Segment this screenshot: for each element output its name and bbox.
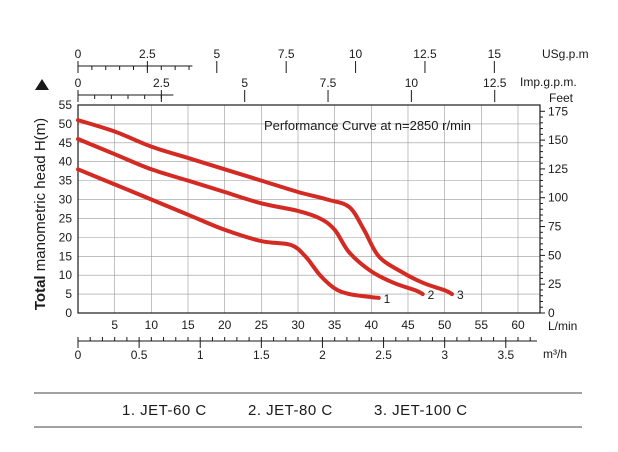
x-tick-label: 55 bbox=[475, 318, 489, 332]
x-tick-label: 5 bbox=[111, 318, 118, 332]
ticks: 5 10 15 20 25 30 35 40 45 50 55 6005101520253035404… bbox=[59, 47, 589, 362]
secondary-tick-label: 0 bbox=[75, 76, 82, 90]
x-axis-label: L/min bbox=[548, 319, 577, 333]
chart-title: Performance Curve at n=2850 r/min bbox=[264, 118, 471, 133]
secondary-tick-label: 1 bbox=[197, 348, 204, 362]
curve-label-1: 1 bbox=[384, 292, 391, 306]
secondary-tick-label: 2.5 bbox=[375, 348, 392, 362]
secondary-tick-label: 5 bbox=[241, 76, 248, 90]
x-tick-label: 20 bbox=[218, 318, 232, 332]
y2-axis-label: Feet bbox=[549, 91, 574, 105]
y-tick-label: 30 bbox=[59, 193, 73, 207]
secondary-tick-label: 0.5 bbox=[131, 348, 148, 362]
y2-tick-label: 0 bbox=[548, 306, 555, 320]
secondary-axis-label: USg.p.m bbox=[542, 47, 589, 61]
y-tick-label: 50 bbox=[59, 117, 73, 131]
secondary-tick-label: 2.5 bbox=[153, 76, 170, 90]
curve-label-3: 3 bbox=[457, 288, 464, 302]
secondary-axis-label: m³/h bbox=[543, 347, 567, 361]
secondary-tick-label: 5 bbox=[213, 47, 220, 61]
y2-tick-label: 25 bbox=[548, 277, 562, 291]
curve-label-2: 2 bbox=[428, 288, 435, 302]
secondary-tick-label: 2.5 bbox=[139, 47, 156, 61]
y-tick-label: 20 bbox=[59, 230, 73, 244]
y-tick-label: 25 bbox=[59, 211, 73, 225]
secondary-tick-label: 10 bbox=[349, 47, 363, 61]
x-tick-label: 60 bbox=[511, 318, 525, 332]
secondary-tick-label: 7.5 bbox=[278, 47, 295, 61]
secondary-tick-label: 1.5 bbox=[253, 348, 270, 362]
x-tick-label: 15 bbox=[181, 318, 195, 332]
y-axis-label-rest: manometric head H(m) bbox=[32, 118, 49, 276]
x-tick-label: 30 bbox=[291, 318, 305, 332]
legend-item-jet-80: 2. JET-80 C bbox=[248, 402, 333, 419]
y-tick-label: 15 bbox=[59, 249, 73, 263]
y-axis-arrow-icon bbox=[35, 79, 49, 90]
secondary-tick-label: 7.5 bbox=[320, 76, 337, 90]
y-tick-label: 10 bbox=[59, 268, 73, 282]
x-tick-label: 50 bbox=[438, 318, 452, 332]
secondary-tick-label: 12.5 bbox=[413, 47, 437, 61]
y-tick-label: 35 bbox=[59, 174, 73, 188]
legend-item-jet-60: 1. JET-60 C bbox=[122, 402, 207, 419]
y-axis-label-bold: Total bbox=[32, 275, 49, 310]
y-tick-label: 0 bbox=[65, 306, 72, 320]
secondary-tick-label: 12.5 bbox=[483, 76, 507, 90]
y2-tick-label: 125 bbox=[548, 162, 568, 176]
legend-item-jet-100: 3. JET-100 C bbox=[374, 402, 468, 419]
svg-text:Total manometric head H(m): Total manometric head H(m) bbox=[32, 118, 49, 310]
x-tick-label: 40 bbox=[365, 318, 379, 332]
plot-frame bbox=[77, 104, 541, 314]
secondary-tick-label: 10 bbox=[405, 76, 419, 90]
x-tick-label: 25 bbox=[255, 318, 269, 332]
y-tick-label: 5 bbox=[65, 287, 72, 301]
x-tick-label: 35 bbox=[328, 318, 342, 332]
grid bbox=[78, 105, 540, 313]
secondary-tick-label: 15 bbox=[488, 47, 502, 61]
y-tick-label: 55 bbox=[59, 98, 73, 112]
y2-tick-label: 75 bbox=[548, 220, 562, 234]
y2-tick-label: 150 bbox=[548, 133, 568, 147]
curve-series-1 bbox=[76, 167, 381, 300]
x-tick-label: 45 bbox=[401, 318, 415, 332]
y2-tick-label: 50 bbox=[548, 248, 562, 262]
secondary-tick-label: 2 bbox=[319, 348, 326, 362]
y-tick-label: 40 bbox=[59, 155, 73, 169]
curve-series-2 bbox=[76, 137, 425, 297]
y-axis-label: Total manometric head H(m) bbox=[32, 118, 49, 310]
x-tick-label: 10 bbox=[145, 318, 159, 332]
secondary-axis-label: Imp.g.p.m. bbox=[520, 75, 577, 89]
secondary-tick-label: 3.5 bbox=[497, 348, 514, 362]
y-tick-label: 45 bbox=[59, 136, 73, 150]
secondary-tick-label: 3 bbox=[441, 348, 448, 362]
secondary-tick-label: 0 bbox=[75, 47, 82, 61]
curve-series-3 bbox=[76, 118, 454, 297]
secondary-tick-label: 0 bbox=[75, 348, 82, 362]
curves: 1 2 3 bbox=[76, 118, 464, 306]
y2-tick-label: 175 bbox=[548, 104, 568, 118]
y2-tick-label: 100 bbox=[548, 191, 568, 205]
